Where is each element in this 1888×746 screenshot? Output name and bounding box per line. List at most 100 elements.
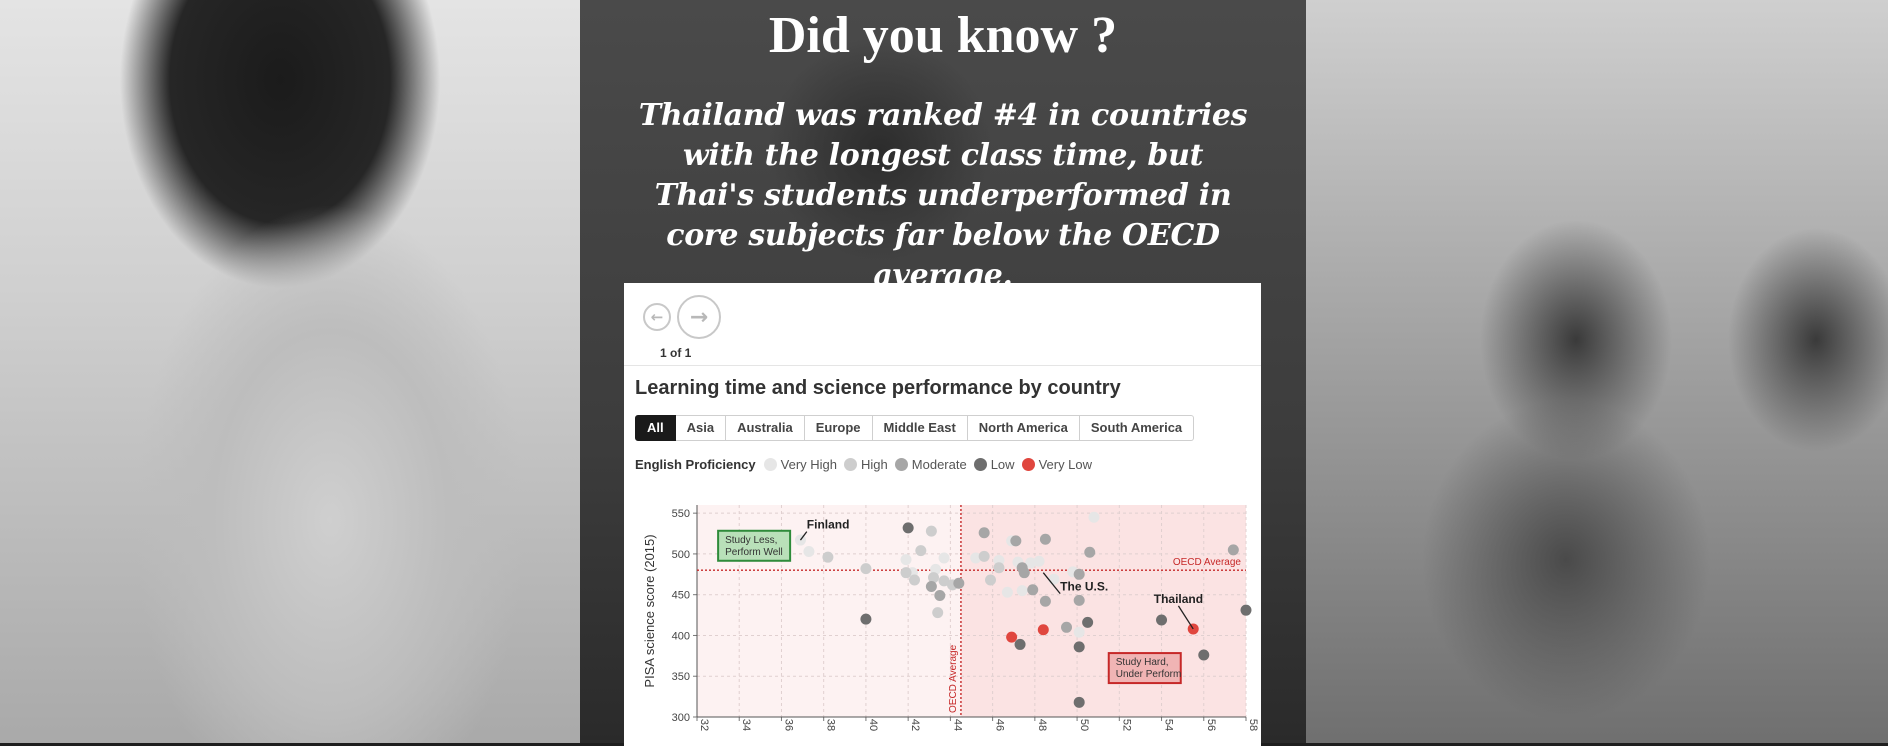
plot-region-above-average xyxy=(960,505,1246,717)
x-tick-label: 58 xyxy=(1247,719,1259,731)
x-tick-label: 52 xyxy=(1120,719,1132,731)
x-tick-label: 34 xyxy=(740,719,752,731)
legend: English Proficiency Very High High Moder… xyxy=(635,457,1099,472)
data-point-low xyxy=(1198,649,1210,661)
data-point-moderate xyxy=(1039,533,1051,545)
legend-swatch xyxy=(973,458,987,471)
x-tick-label: 56 xyxy=(1205,719,1217,731)
data-point-very-high xyxy=(900,554,912,566)
annotation-label-finland: Finland xyxy=(807,518,850,532)
legend-title: English Proficiency xyxy=(635,457,756,472)
x-tick-label: 32 xyxy=(698,719,710,731)
y-tick-label: 500 xyxy=(672,549,690,561)
data-point-very-low xyxy=(1006,631,1018,643)
tab-europe[interactable]: Europe xyxy=(804,415,873,441)
x-tick-label: 40 xyxy=(867,719,879,731)
data-point-very-high xyxy=(1025,557,1037,569)
data-point-low xyxy=(1240,604,1252,616)
page-count: 1 of 1 xyxy=(660,346,692,360)
tab-asia[interactable]: Asia xyxy=(675,415,727,441)
data-point-very-high xyxy=(1033,555,1045,567)
data-point-moderate xyxy=(1061,621,1073,633)
slide-navigation: ← → 1 of 1 xyxy=(624,283,1261,366)
y-tick-label: 450 xyxy=(672,590,690,602)
data-point-high xyxy=(985,574,997,586)
quadrant-label-text: Perform Well xyxy=(725,547,783,558)
x-tick-label: 54 xyxy=(1163,719,1175,731)
headline: Did you know ? xyxy=(768,7,1118,64)
quadrant-label-text: Study Less, xyxy=(725,535,777,546)
legend-item-low[interactable]: Low xyxy=(973,457,1015,472)
data-point-low xyxy=(1156,614,1168,626)
data-point-high xyxy=(860,563,872,575)
oecd-average-label-vertical: OECD Average xyxy=(948,644,959,713)
data-point-moderate xyxy=(1073,594,1085,606)
data-point-very-high xyxy=(938,552,950,564)
x-tick-label: 38 xyxy=(825,719,837,731)
legend-item-moderate[interactable]: Moderate xyxy=(894,457,967,472)
x-tick-label: 42 xyxy=(909,719,921,731)
data-point-high xyxy=(915,545,927,557)
data-point-moderate xyxy=(1227,544,1239,556)
data-point-high xyxy=(993,562,1005,574)
tab-south-america[interactable]: South America xyxy=(1079,415,1195,441)
arrow-left-icon[interactable]: ← xyxy=(643,303,671,331)
x-tick-label: 50 xyxy=(1078,719,1090,731)
oecd-average-label: OECD Average xyxy=(1173,557,1242,568)
x-tick-label: 44 xyxy=(951,719,963,731)
data-point-very-low xyxy=(1037,624,1049,636)
data-point-high xyxy=(908,574,920,586)
data-point-very-high xyxy=(970,552,982,564)
data-point-high xyxy=(978,550,990,562)
legend-label: High xyxy=(861,457,888,472)
quadrant-label-text: Under Perform xyxy=(1116,669,1182,680)
data-point-moderate xyxy=(1027,584,1039,596)
arrow-right-icon[interactable]: → xyxy=(677,295,721,339)
legend-item-very-low[interactable]: Very Low xyxy=(1021,457,1093,472)
legend-label: Moderate xyxy=(911,457,967,472)
legend-item-very-high[interactable]: Very High xyxy=(763,457,838,472)
data-point-high xyxy=(900,567,912,579)
tab-north-america[interactable]: North America xyxy=(967,415,1080,441)
data-point-moderate xyxy=(1084,546,1096,558)
tab-australia[interactable]: Australia xyxy=(726,415,805,441)
annotation-leader-the-u-s xyxy=(1042,572,1061,595)
data-point-very-high xyxy=(1048,573,1060,585)
data-point-moderate xyxy=(1018,567,1030,579)
data-point-high xyxy=(938,575,950,587)
chart-card: ← → 1 of 1 Learning time and science per… xyxy=(624,283,1261,746)
data-point-high xyxy=(927,572,939,584)
data-point-moderate xyxy=(953,577,965,589)
tab-all[interactable]: All xyxy=(635,415,676,441)
legend-label: Very High xyxy=(780,457,838,472)
data-point-high xyxy=(932,607,944,619)
subtitle: Thailand was ranked #4 in countries with… xyxy=(638,98,1248,293)
background-photo-left xyxy=(0,0,580,746)
data-point-high xyxy=(822,551,834,563)
data-point-very-high xyxy=(803,545,815,557)
data-point-very-high xyxy=(1016,585,1028,597)
data-point-low xyxy=(1073,641,1085,653)
data-point-moderate xyxy=(925,581,937,593)
legend-swatch xyxy=(844,458,858,471)
quadrant-label-box-study-less xyxy=(717,529,792,562)
legend-swatch xyxy=(763,458,777,471)
annotation-label-thailand: Thailand xyxy=(1154,592,1203,606)
legend-item-high[interactable]: High xyxy=(844,457,888,472)
legend-label: Very Low xyxy=(1038,457,1093,472)
quadrant-label-box-study-hard xyxy=(1107,652,1182,685)
data-point-low xyxy=(1082,616,1094,628)
legend-swatch xyxy=(1021,458,1035,471)
x-tick-label: 36 xyxy=(782,719,794,731)
data-point-very-high xyxy=(1088,511,1100,523)
data-point-moderate xyxy=(1039,595,1051,607)
scatter-chart: 300 350 400 450 500 550 32 34 36 38 40 42 44 46 48 50 52… xyxy=(642,505,1259,731)
y-tick-label: 400 xyxy=(672,630,690,642)
quadrant-label-text: Study Hard, xyxy=(1116,657,1169,668)
data-point-low xyxy=(860,613,872,625)
data-point-moderate xyxy=(1073,568,1085,580)
chart-title: Learning time and science performance by… xyxy=(635,377,1121,399)
x-tick-label: 48 xyxy=(1036,719,1048,731)
data-point-moderate xyxy=(978,527,990,539)
tab-middle-east[interactable]: Middle East xyxy=(872,415,968,441)
